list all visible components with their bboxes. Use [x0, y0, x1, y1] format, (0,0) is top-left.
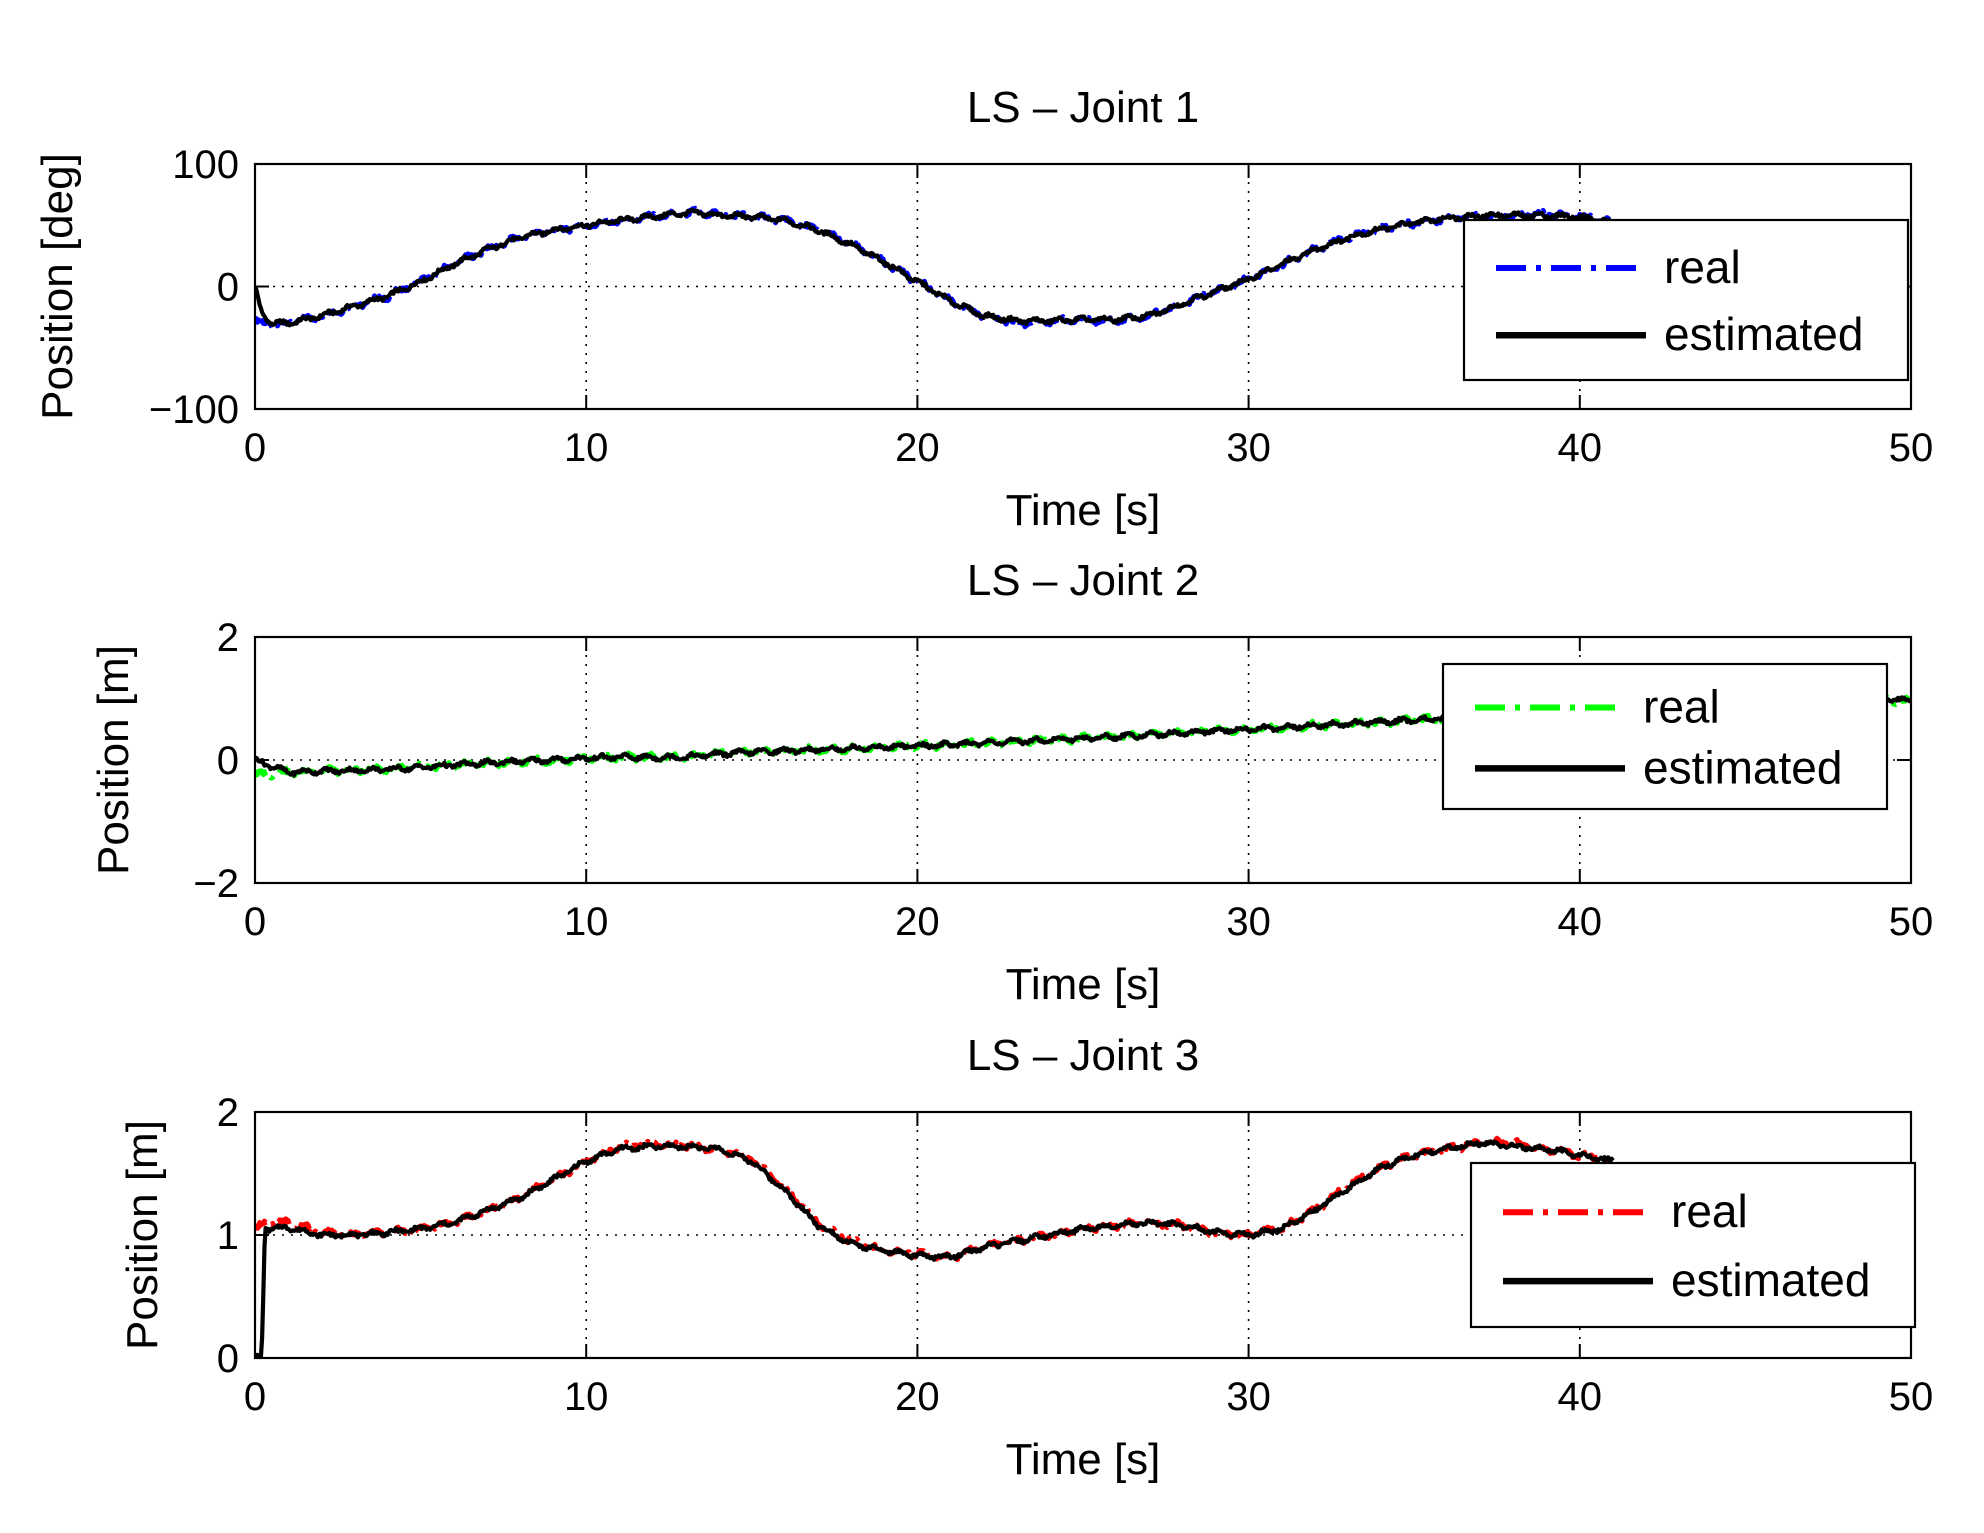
legend: real estimated: [1441, 662, 1889, 811]
series-estimated: [255, 1139, 1615, 1358]
x-tick-label: 10: [564, 900, 609, 944]
y-tick-label: 2: [217, 616, 239, 660]
x-tick-label: 20: [895, 426, 940, 470]
y-axis-label: Position [m]: [118, 1120, 167, 1350]
x-tick-label: 20: [895, 900, 940, 944]
legend-label-estimated: estimated: [1664, 308, 1863, 360]
x-tick-label: 40: [1558, 900, 1603, 944]
subplot-joint-3: LS – Joint 3 0 10 20 30 40 50 0 1 2 Time [s] Positi…: [118, 1031, 1933, 1484]
x-axis-label: Time [s]: [1006, 486, 1161, 535]
chart-title: LS – Joint 2: [967, 556, 1199, 605]
y-tick-label: −100: [149, 388, 239, 432]
x-tick-label: 30: [1226, 426, 1271, 470]
y-tick-label: 0: [217, 266, 239, 310]
legend-label-estimated: estimated: [1671, 1254, 1870, 1306]
x-tick-label: 10: [564, 1375, 609, 1419]
legend-label-real: real: [1671, 1185, 1748, 1237]
legend-box: [1441, 662, 1889, 811]
x-tick-label: 20: [895, 1375, 940, 1419]
x-tick-label: 0: [244, 900, 266, 944]
x-axis-label: Time [s]: [1006, 960, 1161, 1009]
x-tick-label: 40: [1558, 426, 1603, 470]
legend-label-estimated: estimated: [1643, 741, 1842, 793]
legend-label-real: real: [1664, 241, 1741, 293]
y-axis-label: Position [m]: [89, 645, 138, 875]
y-tick-label: 0: [217, 739, 239, 783]
chart-title: LS – Joint 3: [967, 1031, 1199, 1080]
x-tick-label: 40: [1558, 1375, 1603, 1419]
x-tick-label: 10: [564, 426, 609, 470]
y-tick-label: 1: [217, 1214, 239, 1258]
legend-box: [1462, 218, 1910, 382]
legend-box: [1469, 1161, 1917, 1329]
x-tick-label: 30: [1226, 1375, 1271, 1419]
series-estimated: [255, 207, 1615, 328]
y-tick-label: 0: [217, 1337, 239, 1381]
y-tick-label: 100: [172, 143, 239, 187]
y-axis-label: Position [deg]: [33, 153, 82, 420]
x-tick-label: 50: [1889, 1375, 1934, 1419]
x-tick-label: 0: [244, 1375, 266, 1419]
legend: real estimated: [1462, 218, 1910, 382]
x-tick-label: 30: [1226, 900, 1271, 944]
y-tick-label: −2: [193, 862, 239, 906]
y-tick-label: 2: [217, 1091, 239, 1135]
x-tick-label: 50: [1889, 900, 1934, 944]
legend-label-real: real: [1643, 681, 1720, 733]
x-tick-label: 50: [1889, 426, 1934, 470]
legend: real estimated: [1469, 1161, 1917, 1329]
x-axis-label: Time [s]: [1006, 1435, 1161, 1484]
chart-title: LS – Joint 1: [967, 83, 1199, 132]
x-tick-label: 0: [244, 426, 266, 470]
